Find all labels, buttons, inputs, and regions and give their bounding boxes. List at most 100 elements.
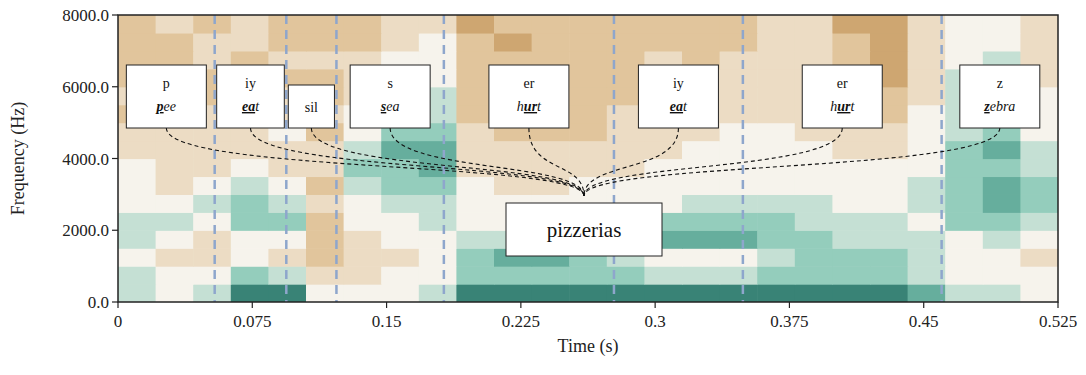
cell [795,33,833,52]
cell [306,176,344,195]
word-label: pizzerias [547,218,622,242]
cell [644,284,682,302]
cell [682,230,720,249]
cell [832,33,870,52]
cell [983,284,1021,302]
cell [757,15,795,34]
cell [908,141,946,160]
cell [795,176,833,195]
cell [682,176,720,195]
cell [983,141,1021,160]
cell [306,33,344,52]
y-tick-label: 6000.0 [62,78,109,97]
x-tick [520,302,521,308]
phone-boxes: ppeeiyeatsilsseaerhurtiyeaterhurtzzebra [126,65,1039,128]
phone-label: s [387,76,392,91]
phone-box [802,65,882,128]
cell [569,266,607,285]
cell [870,15,908,34]
connector [311,128,584,196]
x-tick [1057,302,1058,308]
cell [682,212,720,231]
cell [193,230,231,249]
cell [193,212,231,231]
cell [193,266,231,285]
cell [344,248,382,267]
frame [118,15,1058,302]
word-part: p [156,99,164,114]
cell [381,284,419,302]
cell [720,248,758,267]
cell [682,266,720,285]
cell [456,33,494,52]
cell [494,176,532,195]
cell [569,141,607,160]
cell [720,105,758,124]
x-tick-label: 0.075 [233,312,271,331]
cell [494,141,532,160]
cell [532,266,570,285]
cell [607,266,645,285]
y-tick-label: 4000.0 [62,150,109,169]
plot-area [118,15,1058,302]
cell [870,212,908,231]
cell [231,33,269,52]
cell [832,176,870,195]
cell [983,15,1021,34]
cell [193,284,231,302]
cell [381,212,419,231]
cell [156,230,194,249]
cell [381,230,419,249]
cell [720,284,758,302]
cell [795,284,833,302]
word-part: h [517,99,524,114]
cell [156,266,194,285]
cell [381,248,419,267]
y-tick [112,230,118,231]
cell [156,33,194,52]
cell [193,159,231,178]
cell [720,141,758,160]
y-tick-label: 0.0 [88,293,109,312]
cell [118,33,156,52]
cell [456,176,494,195]
cell [193,248,231,267]
x-tick [386,302,387,308]
cell [720,123,758,142]
cell [682,284,720,302]
cell [720,33,758,52]
x-tick-label: 0.15 [372,312,402,331]
phone-box [489,65,569,128]
y-tick [112,86,118,87]
cell [1020,284,1058,302]
word-part: ur [524,99,538,114]
word-part: ebra [990,99,1016,114]
phone-label: er [523,76,534,91]
phone-box [960,65,1040,128]
cell [532,141,570,160]
cell [644,266,682,285]
connectors [166,128,999,196]
cell [156,194,194,213]
phone-label: p [163,76,170,91]
cell [344,141,382,160]
cell [1020,15,1058,34]
cell [870,33,908,52]
cell [795,266,833,285]
cell [945,176,983,195]
cell [419,15,457,34]
cell [1020,176,1058,195]
cell [945,194,983,213]
cell [945,212,983,231]
example-word: sea [380,99,400,114]
cell [456,141,494,160]
cell [644,141,682,160]
cell [381,194,419,213]
cell [720,51,758,70]
connector [584,128,842,196]
cell [532,284,570,302]
word-part: ea [242,99,255,114]
cell [344,176,382,195]
cell [757,248,795,267]
cell [832,141,870,160]
